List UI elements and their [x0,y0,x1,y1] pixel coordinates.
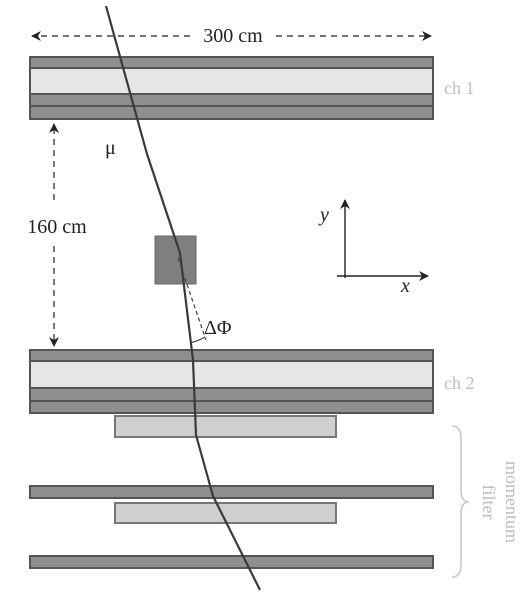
delta-phi-label: ΔΦ [204,317,232,339]
chamber-1 [29,56,434,120]
filter-label-line1: momentum [502,461,522,543]
x-axis-label: x [400,275,410,297]
chamber-1-bottom-layer [29,105,434,120]
height-label: 160 cm [27,216,87,238]
delta-phi-arc [189,336,206,344]
chamber-2-middle-layer [29,387,434,402]
filter-layer-2 [29,555,434,569]
chamber-2-gas-layer [29,360,434,389]
chamber-1-middle-layer [29,93,434,107]
chamber-2-bottom-layer [29,400,434,414]
filter-layer-1 [29,485,434,499]
y-axis-label: y [318,204,329,226]
filter-brace [451,425,470,578]
filter-plate-1 [114,415,337,438]
width-dimension: 300 cm [31,25,432,47]
chamber-2 [29,349,434,414]
chamber-1-label: ch 1 [444,78,475,98]
brace-icon [451,425,470,578]
extrapolated-track-dashed [177,257,207,341]
height-dimension: 160 cm [27,123,87,347]
chamber-2-top-layer [29,349,434,362]
width-label: 300 cm [203,25,263,47]
momentum-filter [29,415,434,569]
filter-label-line2: filter [479,485,499,520]
muon-label: μ [105,137,116,159]
chamber-2-label: ch 2 [444,373,475,393]
coordinate-axes: y x [318,199,429,297]
muon-track [104,5,261,591]
target-block [154,235,197,285]
chamber-1-top-layer [29,56,434,69]
delta-phi-construction [177,257,207,344]
chamber-1-gas-layer [29,67,434,95]
